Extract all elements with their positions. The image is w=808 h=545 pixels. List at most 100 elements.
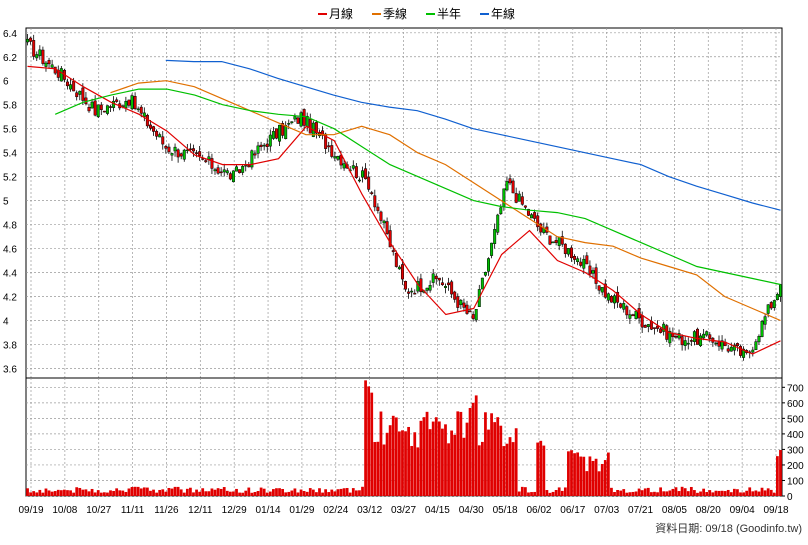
volume-bar xyxy=(619,490,623,496)
volume-bar xyxy=(213,489,217,496)
candle-down xyxy=(616,291,620,303)
candle-down xyxy=(609,296,613,303)
candle-up xyxy=(262,144,266,147)
x-tick-label: 08/05 xyxy=(662,505,687,516)
candle-up xyxy=(35,54,39,59)
candle-up xyxy=(530,214,534,219)
candle-up xyxy=(431,273,435,283)
candle-down xyxy=(247,165,251,168)
volume-bar xyxy=(259,487,263,496)
volume-bar xyxy=(99,492,103,496)
candle-up xyxy=(483,272,487,276)
volume-bar xyxy=(757,491,761,496)
volume-bar xyxy=(496,417,500,496)
volume-bar xyxy=(388,425,392,496)
candle-up xyxy=(290,121,294,124)
legend-label: 月線 xyxy=(329,6,353,21)
volume-bar xyxy=(441,428,444,496)
volume-bar xyxy=(776,456,779,496)
volume-bar xyxy=(696,492,699,496)
volume-bar xyxy=(333,491,337,496)
candle-up xyxy=(112,100,116,108)
volume-bar xyxy=(444,424,447,496)
candle-down xyxy=(563,243,567,254)
volume-bar xyxy=(164,491,168,496)
x-tick-label: 07/21 xyxy=(628,505,653,516)
x-tick-label: 01/29 xyxy=(289,505,314,516)
volume-bar xyxy=(517,491,521,496)
candle-down xyxy=(324,133,328,149)
volume-bar xyxy=(265,492,269,496)
candle-up xyxy=(142,112,146,117)
volume-bar xyxy=(637,488,641,496)
candle-down xyxy=(367,176,371,190)
candle-down xyxy=(192,148,195,152)
volume-bar xyxy=(278,488,281,496)
candles xyxy=(26,33,782,361)
candle-down xyxy=(370,192,374,194)
volume-bar xyxy=(524,487,527,496)
candle-up xyxy=(499,207,503,215)
candle-up xyxy=(271,131,275,139)
volume-bar xyxy=(474,395,478,496)
volume-bar xyxy=(625,492,629,496)
candle-up xyxy=(26,38,30,43)
candle-down xyxy=(188,148,192,151)
candle-down xyxy=(735,343,739,347)
x-tick-label: 07/03 xyxy=(594,505,619,516)
candle-up xyxy=(361,170,364,178)
x-tick-label: 06/02 xyxy=(526,505,551,516)
candle-up xyxy=(692,331,696,342)
candle-up xyxy=(705,331,709,336)
volume-tick-label: 0 xyxy=(787,492,793,503)
volume-bar xyxy=(606,452,610,496)
volume-bar xyxy=(311,489,315,496)
volume-bar xyxy=(437,421,441,496)
volume-bar xyxy=(407,426,410,496)
volume-bar xyxy=(686,491,690,496)
volume-bar xyxy=(155,492,158,496)
volume-bar xyxy=(693,490,696,496)
volume-bar xyxy=(760,487,764,496)
volume-bar xyxy=(502,446,506,496)
volume-bar xyxy=(413,432,417,496)
volume-bar xyxy=(47,490,51,496)
candle-down xyxy=(570,247,573,259)
volume-bar xyxy=(702,488,706,496)
price-tick-label: 6.4 xyxy=(3,29,17,40)
volume-bar xyxy=(594,458,598,496)
candle-up xyxy=(278,124,282,142)
candle-down xyxy=(434,275,438,280)
volume-bar xyxy=(342,488,346,496)
volume-bar xyxy=(198,491,202,496)
candle-up xyxy=(444,286,447,288)
candle-down xyxy=(87,107,91,112)
candle-down xyxy=(523,205,527,208)
volume-bar xyxy=(628,492,632,496)
volume-bar xyxy=(176,486,180,496)
volume-bar xyxy=(358,490,361,496)
candle-down xyxy=(161,136,165,145)
volume-bar xyxy=(610,487,613,496)
volume-bar xyxy=(167,487,171,496)
volume-tick-label: 600 xyxy=(787,399,804,410)
volume-bar xyxy=(109,490,112,496)
candle-up xyxy=(342,163,346,169)
volume-bar xyxy=(232,491,235,496)
candle-up xyxy=(96,104,100,118)
volume-plot-area xyxy=(25,377,783,497)
candle-up xyxy=(207,156,211,160)
volume-tick-label: 300 xyxy=(787,445,804,456)
volume-bar xyxy=(689,486,693,496)
volume-bar xyxy=(241,492,245,496)
legend-label: 年線 xyxy=(491,6,515,21)
candle-down xyxy=(109,106,112,108)
volume-bar xyxy=(551,491,555,496)
candle-down xyxy=(539,223,543,233)
candle-down xyxy=(579,261,583,266)
x-tick-label: 03/27 xyxy=(391,505,416,516)
volume-bar xyxy=(456,411,460,496)
candle-up xyxy=(729,346,733,352)
volume-bar xyxy=(96,490,100,496)
volume-tick-label: 200 xyxy=(787,461,804,472)
